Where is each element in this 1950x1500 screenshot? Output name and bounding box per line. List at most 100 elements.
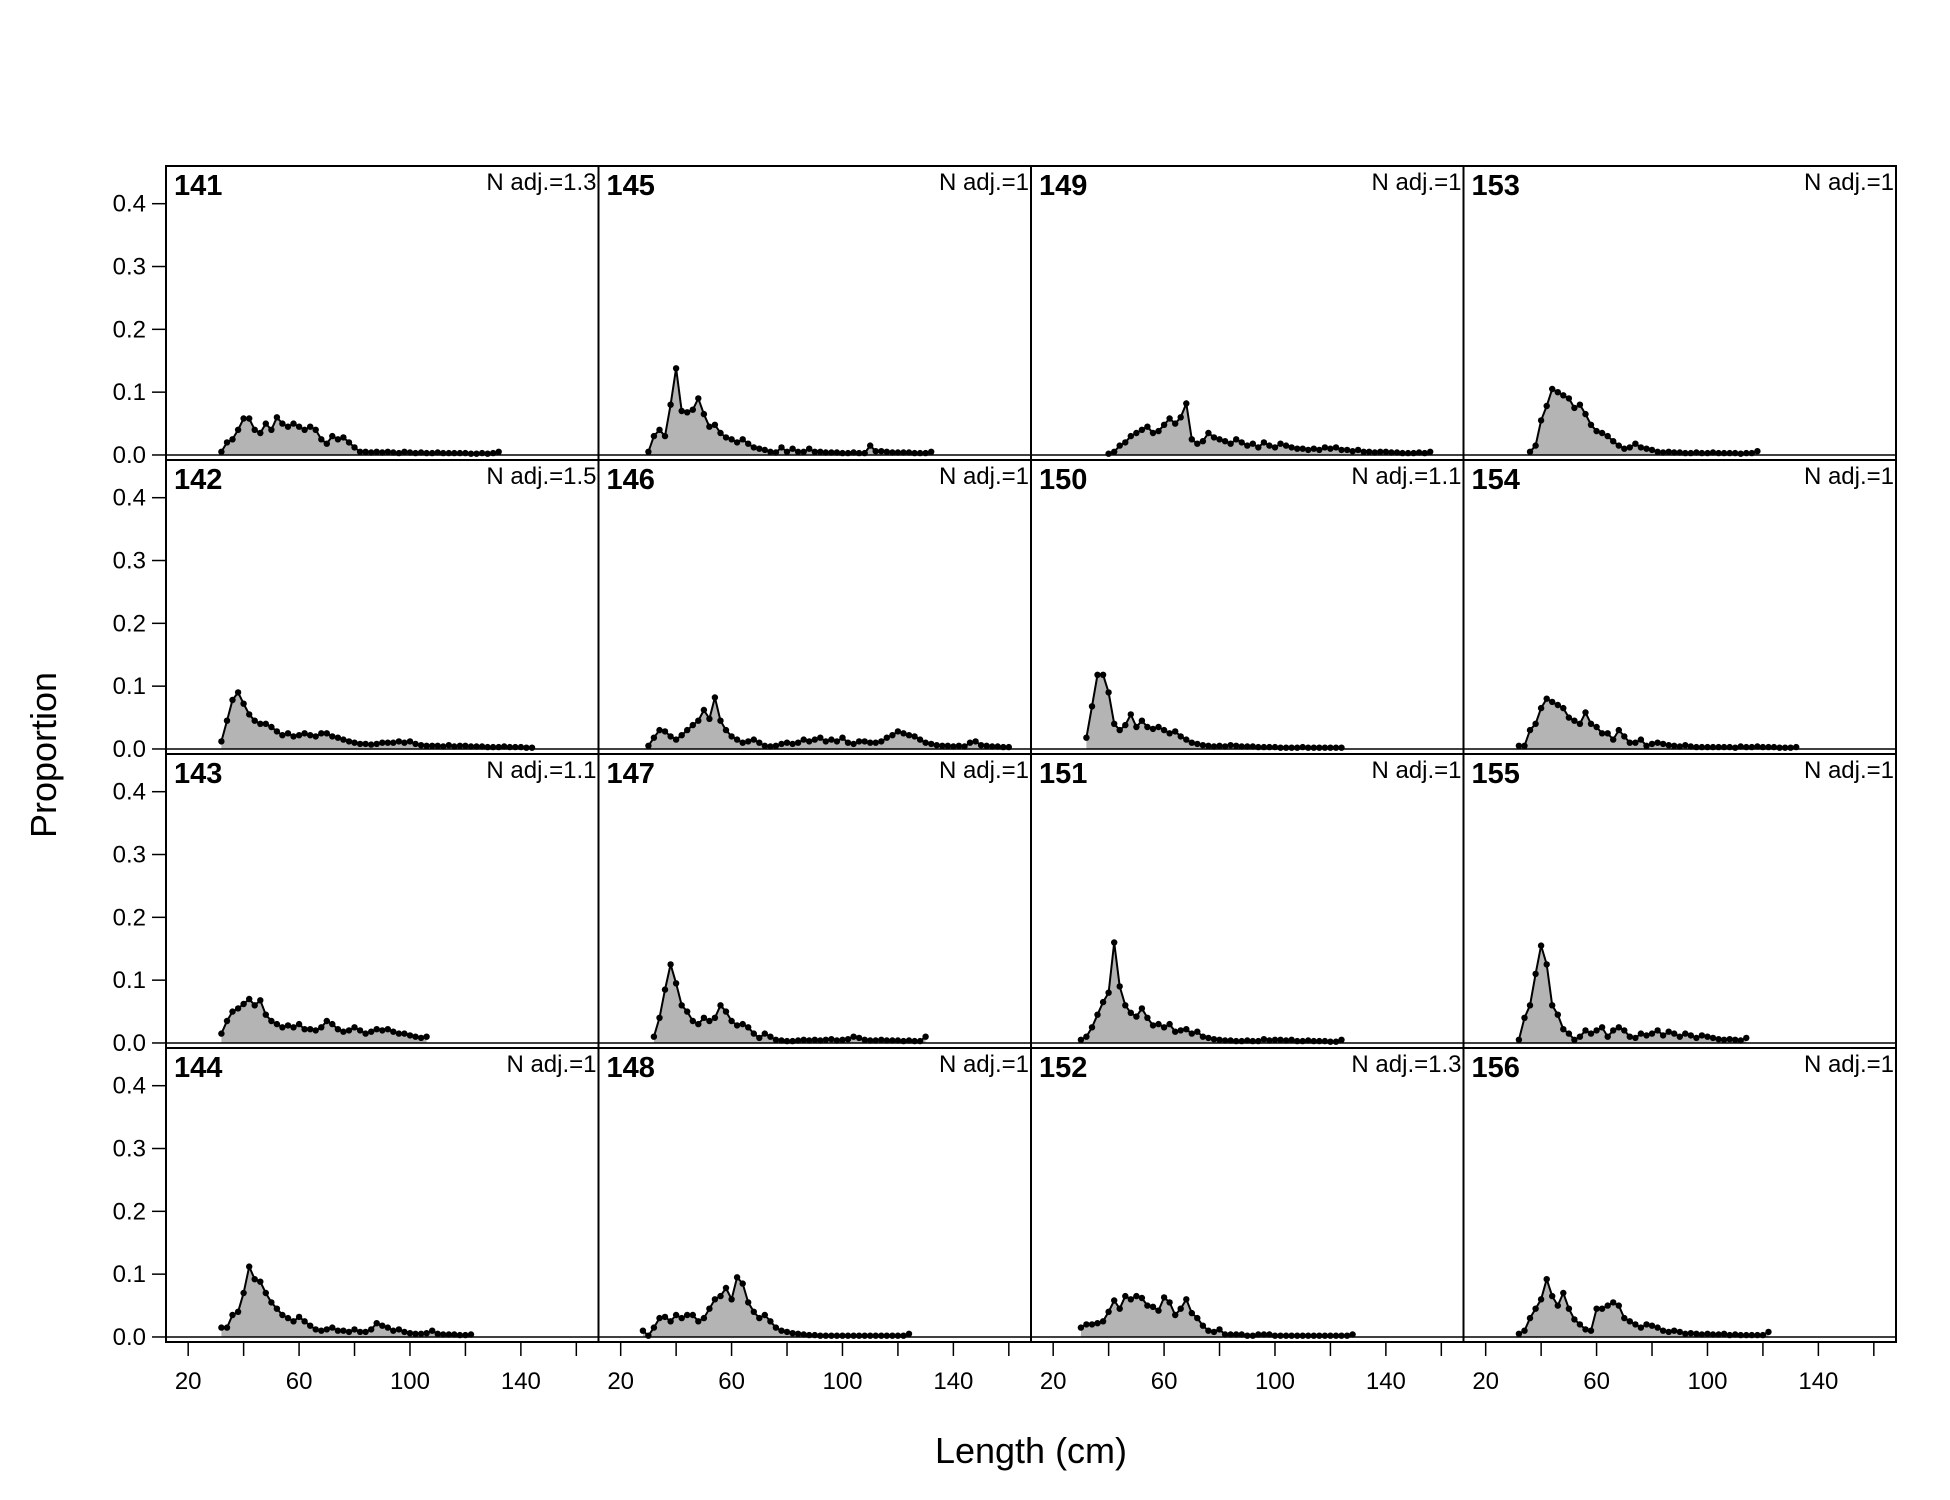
data-point [1671, 742, 1678, 749]
data-point [1704, 1033, 1711, 1040]
data-point [1687, 1330, 1695, 1337]
data-point [318, 1327, 325, 1334]
data-point [1532, 442, 1539, 449]
data-point [429, 742, 436, 749]
data-point [767, 743, 774, 750]
data-point [240, 1000, 247, 1008]
data-point [423, 742, 430, 749]
data-point [1332, 444, 1340, 451]
data-point [1249, 1332, 1257, 1339]
data-point [478, 743, 486, 750]
data-point [295, 732, 303, 739]
data-point [1305, 446, 1312, 454]
panel-146: 146 N adj.=1 [597, 459, 1032, 755]
data-point [401, 1328, 408, 1336]
data-point [1388, 449, 1395, 456]
data-point [828, 1036, 835, 1043]
data-point [1698, 1331, 1706, 1338]
data-point [445, 742, 452, 749]
data-point [878, 738, 885, 745]
data-point [1377, 448, 1384, 455]
data-point [406, 449, 414, 456]
data-point [445, 1331, 452, 1338]
data-point [806, 738, 813, 745]
data-point [495, 448, 502, 455]
data-point [728, 436, 735, 443]
data-point [1659, 1327, 1667, 1334]
data-point [1560, 1026, 1567, 1033]
data-point [1343, 446, 1351, 454]
data-point [295, 1020, 303, 1028]
data-point [1737, 450, 1744, 457]
data-point [1183, 400, 1190, 407]
data-point [750, 444, 757, 451]
data-point [1676, 743, 1684, 750]
data-point [1598, 1305, 1606, 1312]
data-point [711, 1014, 719, 1021]
data-point [667, 1318, 674, 1325]
data-point [828, 449, 835, 456]
data-point [695, 717, 702, 724]
data-point [1244, 1037, 1251, 1044]
data-point [983, 742, 990, 749]
data-point [356, 1027, 364, 1034]
area-fill [642, 1277, 909, 1337]
data-point [767, 1318, 774, 1325]
data-point [850, 1332, 857, 1339]
data-point [922, 1033, 929, 1040]
data-point [1549, 1002, 1556, 1009]
data-point [1111, 448, 1118, 455]
data-point [739, 1020, 746, 1028]
data-point [1676, 1033, 1684, 1040]
data-point [1587, 720, 1595, 727]
panel-label: 147 [607, 758, 655, 790]
data-point [340, 1327, 347, 1334]
data-point [1515, 1330, 1523, 1338]
data-point [307, 1026, 314, 1033]
data-point [1088, 703, 1096, 710]
data-point [1305, 1037, 1312, 1044]
data-point [1194, 740, 1201, 748]
data-point [1515, 1036, 1523, 1044]
panel-150: 150 N adj.=1.1 [1030, 459, 1465, 755]
data-point [1665, 1328, 1672, 1336]
panel-border [1462, 459, 1897, 755]
data-point [1260, 1036, 1268, 1043]
data-point [684, 409, 691, 416]
data-point [639, 1327, 647, 1334]
data-point [839, 734, 846, 741]
data-point [1205, 1034, 1212, 1042]
data-point [1088, 1321, 1096, 1328]
data-point [1094, 671, 1101, 678]
data-point [1172, 728, 1179, 735]
data-point [1160, 1294, 1168, 1301]
data-point [1615, 1302, 1623, 1309]
data-point [334, 1026, 342, 1033]
data-point [1549, 1292, 1556, 1300]
data-point [1199, 1322, 1207, 1329]
data-point [528, 744, 536, 751]
data-point [1177, 414, 1184, 421]
data-point [1382, 448, 1390, 455]
data-point [434, 742, 441, 749]
data-point [706, 715, 713, 722]
data-point [401, 448, 408, 455]
data-point [268, 723, 275, 731]
data-point [1554, 389, 1562, 396]
data-point [855, 1034, 863, 1042]
data-point [844, 1332, 852, 1339]
panel-border [597, 1047, 1032, 1343]
data-point [1704, 1330, 1711, 1338]
data-point [473, 450, 480, 457]
data-point [412, 740, 419, 748]
data-point [1221, 1037, 1229, 1044]
data-point [1576, 1321, 1584, 1328]
data-point [1188, 1030, 1196, 1037]
data-point [417, 1034, 425, 1042]
data-point [689, 721, 696, 729]
data-point [1354, 446, 1362, 454]
data-point [1083, 1033, 1090, 1040]
data-point [1720, 1036, 1728, 1044]
data-point [1127, 1009, 1135, 1016]
y-tick-label: 0.1 [113, 967, 146, 994]
